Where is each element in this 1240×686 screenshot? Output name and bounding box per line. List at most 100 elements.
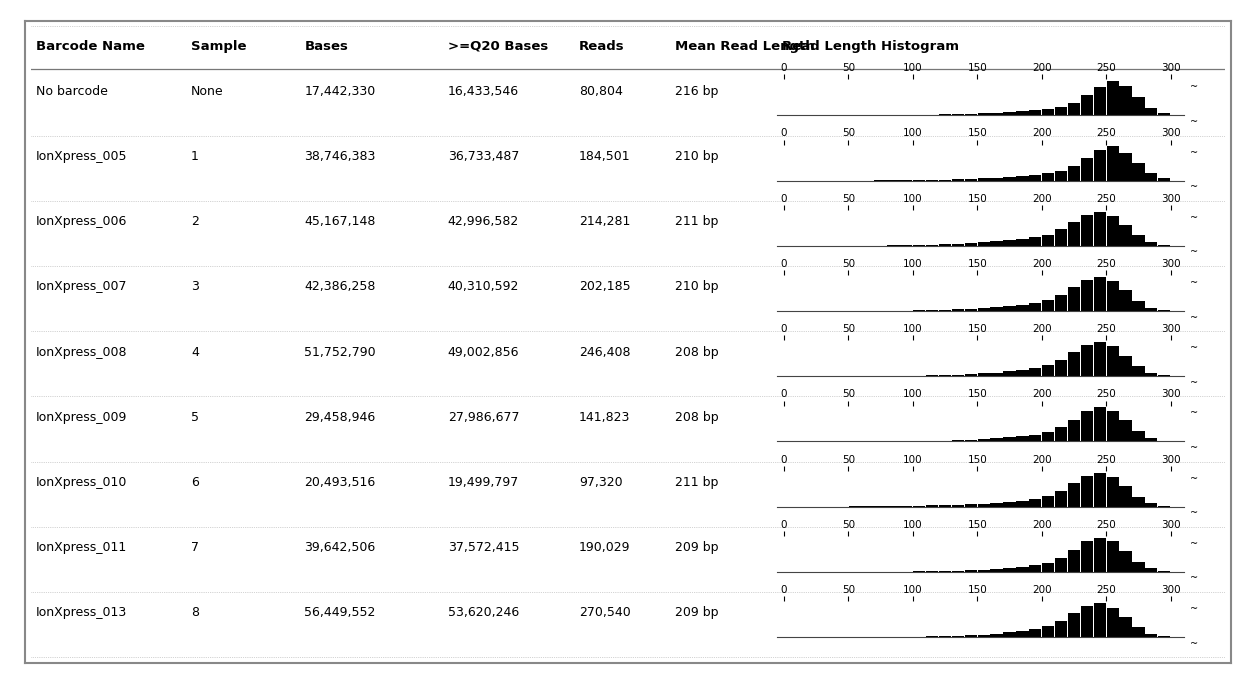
Text: 29,458,946: 29,458,946	[305, 411, 376, 424]
Bar	[965, 114, 977, 115]
Bar	[1146, 438, 1157, 442]
Bar	[1017, 631, 1028, 637]
Bar	[1003, 438, 1016, 442]
Bar	[1017, 110, 1028, 115]
Text: ~: ~	[1189, 573, 1198, 583]
Bar	[1055, 622, 1068, 637]
Text: 51,752,790: 51,752,790	[305, 346, 376, 359]
Bar	[977, 178, 990, 180]
Bar	[1068, 549, 1080, 572]
Text: 49,002,856: 49,002,856	[448, 346, 520, 359]
Bar	[1106, 281, 1118, 311]
Text: 210 bp: 210 bp	[675, 281, 718, 294]
Bar	[1132, 301, 1145, 311]
Bar	[1094, 407, 1106, 442]
Bar	[1120, 421, 1132, 442]
Bar	[991, 372, 1003, 376]
Bar	[1029, 110, 1042, 115]
Bar	[1158, 506, 1171, 507]
Text: 45,167,148: 45,167,148	[305, 215, 376, 228]
Text: 208 bp: 208 bp	[675, 346, 718, 359]
Text: 40,310,592: 40,310,592	[448, 281, 520, 294]
Text: Barcode Name: Barcode Name	[36, 40, 145, 53]
Bar	[1029, 237, 1042, 246]
Text: 42,386,258: 42,386,258	[305, 281, 376, 294]
Text: ~: ~	[1189, 639, 1198, 649]
Bar	[1055, 171, 1068, 180]
Text: Sample: Sample	[191, 40, 247, 53]
Text: 1: 1	[191, 150, 198, 163]
Bar	[1146, 242, 1157, 246]
Bar	[1106, 81, 1118, 115]
Bar	[1017, 305, 1028, 311]
Text: Mean Read Length: Mean Read Length	[675, 40, 815, 53]
Text: 27,986,677: 27,986,677	[448, 411, 520, 424]
Bar	[977, 242, 990, 246]
Bar	[977, 569, 990, 572]
Bar	[926, 245, 939, 246]
Bar	[926, 506, 939, 507]
Bar	[1029, 629, 1042, 637]
Text: 270,540: 270,540	[579, 606, 631, 619]
Bar	[1003, 306, 1016, 311]
Bar	[965, 179, 977, 180]
Text: Read Length Histogram: Read Length Histogram	[782, 40, 959, 53]
Text: IonXpress_010: IonXpress_010	[36, 476, 128, 489]
Bar	[1094, 342, 1106, 376]
Bar	[926, 310, 939, 311]
Text: ~: ~	[1189, 539, 1198, 549]
Text: 216 bp: 216 bp	[675, 85, 718, 97]
Bar	[1003, 632, 1016, 637]
Bar	[1029, 499, 1042, 507]
Bar	[1042, 626, 1054, 637]
Bar	[1017, 436, 1028, 442]
Bar	[1081, 215, 1092, 246]
Bar	[1158, 113, 1171, 115]
Text: 19,499,797: 19,499,797	[448, 476, 520, 489]
Bar	[913, 245, 925, 246]
Bar	[1055, 490, 1068, 507]
Text: 209 bp: 209 bp	[675, 541, 718, 554]
Bar	[1132, 562, 1145, 572]
Text: ~: ~	[1189, 313, 1198, 322]
Text: 16,433,546: 16,433,546	[448, 85, 518, 97]
Text: 190,029: 190,029	[579, 541, 631, 554]
Bar	[926, 636, 939, 637]
Bar	[952, 114, 963, 115]
Bar	[1132, 97, 1145, 115]
Bar	[1029, 565, 1042, 572]
Text: 184,501: 184,501	[579, 150, 631, 163]
Bar	[1094, 87, 1106, 115]
Text: IonXpress_013: IonXpress_013	[36, 606, 126, 619]
Bar	[1106, 541, 1118, 572]
Bar	[977, 504, 990, 507]
Bar	[1081, 345, 1092, 376]
Bar	[1120, 225, 1132, 246]
Bar	[1068, 483, 1080, 507]
Bar	[977, 113, 990, 115]
Bar	[1081, 541, 1092, 572]
Bar	[1146, 504, 1157, 507]
Text: 214,281: 214,281	[579, 215, 630, 228]
Bar	[939, 571, 951, 572]
Bar	[977, 373, 990, 376]
Bar	[1106, 411, 1118, 442]
Text: ~: ~	[1189, 343, 1198, 353]
Bar	[1081, 280, 1092, 311]
Bar	[1029, 435, 1042, 442]
Bar	[1106, 216, 1118, 246]
Bar	[1055, 229, 1068, 246]
Bar	[991, 634, 1003, 637]
Text: 42,996,582: 42,996,582	[448, 215, 520, 228]
Text: 36,733,487: 36,733,487	[448, 150, 520, 163]
Text: 37,572,415: 37,572,415	[448, 541, 520, 554]
Text: No barcode: No barcode	[36, 85, 108, 97]
Bar	[1158, 636, 1171, 637]
Bar	[1146, 108, 1157, 115]
Bar	[991, 438, 1003, 442]
Bar	[926, 375, 939, 376]
Text: ~: ~	[1189, 182, 1198, 192]
Bar	[1081, 411, 1092, 442]
Text: 97,320: 97,320	[579, 476, 622, 489]
Bar	[1120, 551, 1132, 572]
